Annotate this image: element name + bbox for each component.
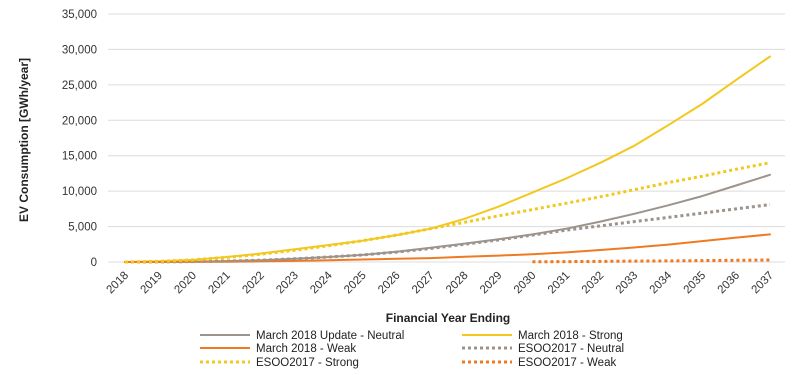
legend-label: March 2018 Update - Neutral <box>256 330 404 342</box>
legend-label: ESOO2017 - Strong <box>256 357 359 369</box>
series-line-2 <box>124 233 771 263</box>
x-tick-label: 2020 <box>172 270 199 297</box>
x-tick-label: 2022 <box>240 270 267 297</box>
legend-label: ESOO2017 - Neutral <box>518 343 624 355</box>
x-tick-label: 2030 <box>512 270 539 297</box>
x-axis-ticks: 2018 2019 2020 2021 2022 2023 2024 2025 2026 2027… <box>105 269 777 296</box>
x-axis-label: Financial Year Ending <box>386 311 510 325</box>
y-tick-label: 30,000 <box>62 44 97 56</box>
series-line-1 <box>124 55 771 263</box>
series-line-0 <box>124 173 771 263</box>
y-tick-label: 10,000 <box>62 186 97 198</box>
x-tick-label: 2019 <box>138 270 165 297</box>
x-tick-label: 2026 <box>376 270 403 297</box>
x-tick-label: 2021 <box>206 270 233 297</box>
y-tick-label: 0 <box>91 257 97 269</box>
x-tick-label: 2027 <box>410 270 437 297</box>
grid-lines <box>108 13 785 263</box>
y-tick-label: 20,000 <box>62 115 97 127</box>
x-tick-label: 2029 <box>478 270 505 297</box>
x-tick-label: 2034 <box>648 269 675 296</box>
x-tick-label: 2025 <box>342 270 369 297</box>
series-line-5 <box>532 258 771 264</box>
x-tick-label: 2032 <box>580 270 607 297</box>
x-tick-label: 2035 <box>682 270 709 297</box>
y-tick-label: 25,000 <box>62 80 97 92</box>
legend-label: ESOO2017 - Weak <box>518 357 616 369</box>
legend-label: March 2018 - Strong <box>518 330 623 342</box>
x-tick-label: 2028 <box>444 270 471 297</box>
series-line-3 <box>124 203 771 264</box>
x-tick-label: 2036 <box>716 270 743 297</box>
x-tick-label: 2031 <box>546 270 573 297</box>
x-tick-label: 2024 <box>308 269 335 296</box>
series-line-4 <box>124 161 771 264</box>
y-axis-label: EV Consumption [GWh/year] <box>17 58 31 222</box>
y-axis-ticks: 0 5,000 10,000 15,000 20,000 25,000 30,000 35,0… <box>62 9 97 269</box>
series-lines <box>124 55 771 264</box>
legend-label: March 2018 - Weak <box>256 343 356 355</box>
y-tick-label: 5,000 <box>68 222 97 234</box>
x-tick-label: 2018 <box>105 270 132 297</box>
y-tick-label: 35,000 <box>62 9 97 21</box>
y-tick-label: 15,000 <box>62 151 97 163</box>
x-tick-label: 2023 <box>274 270 301 297</box>
x-tick-label: 2037 <box>750 270 777 297</box>
legend: March 2018 Update - Neutral March 2018 - … <box>200 330 624 369</box>
x-tick-label: 2033 <box>614 270 641 297</box>
